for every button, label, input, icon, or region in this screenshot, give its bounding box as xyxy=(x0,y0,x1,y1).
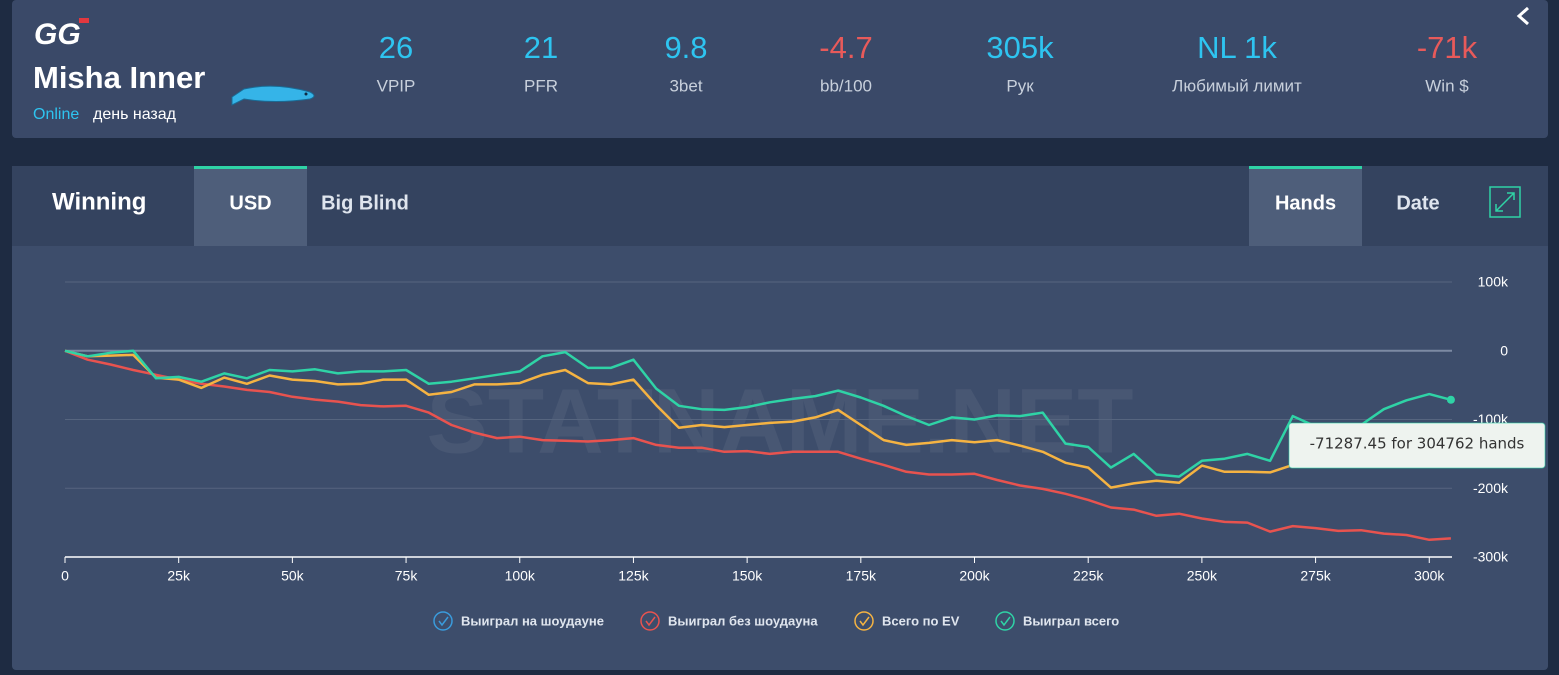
stat-value: -71k xyxy=(1417,30,1478,65)
legend-check xyxy=(438,616,449,627)
tab-indicator xyxy=(1249,166,1362,169)
tab-bg xyxy=(194,166,307,246)
stat-label: 3bet xyxy=(669,76,702,95)
x-tick-label: 150k xyxy=(732,568,763,584)
x-tick-label: 225k xyxy=(1073,568,1104,584)
series-line xyxy=(64,349,1451,489)
legend-label[interactable]: Выиграл на шоудауне xyxy=(461,613,604,628)
tab[interactable]: Hands xyxy=(1275,192,1336,214)
legend-label[interactable]: Всего по EV xyxy=(882,613,960,628)
stat-value: 26 xyxy=(379,30,413,65)
stat-value: 305k xyxy=(986,30,1054,65)
legend-check xyxy=(859,616,870,627)
x-tick-label: 125k xyxy=(618,568,649,584)
legend-icon[interactable] xyxy=(640,611,660,631)
legend-icon[interactable] xyxy=(995,611,1015,631)
fish-icon xyxy=(231,85,315,106)
tooltip: -71287.45 for 304762 hands xyxy=(1310,435,1525,453)
status: Online xyxy=(33,106,79,123)
stat-label: VPIP xyxy=(377,76,416,95)
stat-label: Рук xyxy=(1006,76,1034,95)
y-tick-label: -300k xyxy=(1473,549,1509,565)
expand-button[interactable] xyxy=(1489,186,1521,218)
x-tick-label: 300k xyxy=(1414,568,1445,584)
x-tick-label: 25k xyxy=(167,568,191,584)
chart-card xyxy=(12,166,1548,670)
player-name: Misha Inner xyxy=(33,60,205,95)
stat-label: Любимый лимит xyxy=(1172,76,1302,95)
stat-value: -4.7 xyxy=(819,30,872,65)
tab[interactable]: Big Blind xyxy=(321,192,409,214)
legend-label[interactable]: Выиграл всего xyxy=(1023,613,1119,628)
x-tick-label: 250k xyxy=(1187,568,1218,584)
stat-label: PFR xyxy=(524,76,558,95)
stat-label: Win $ xyxy=(1425,76,1469,95)
stat-value: NL 1k xyxy=(1197,30,1277,65)
tooltip-box xyxy=(1288,422,1546,469)
x-tick-label: 50k xyxy=(281,568,305,584)
legend-icon[interactable] xyxy=(854,611,874,631)
legend-label[interactable]: Выиграл без шоудауна xyxy=(668,613,818,628)
collapse-button[interactable] xyxy=(1516,6,1529,26)
legend-check xyxy=(1000,616,1011,627)
y-tick-label: 0 xyxy=(1500,342,1508,358)
stat-label: bb/100 xyxy=(820,76,872,95)
x-tick-label: 75k xyxy=(395,568,419,584)
tab-indicator xyxy=(194,166,307,169)
x-tick-label: 175k xyxy=(846,568,877,584)
logo: GG xyxy=(34,18,81,51)
profile-card xyxy=(12,0,1548,138)
hover-point xyxy=(1446,395,1455,404)
last-seen: день назад xyxy=(93,106,177,123)
chart-title: Winning xyxy=(52,188,146,215)
series-line xyxy=(64,349,1452,478)
legend-icon[interactable] xyxy=(433,611,453,631)
stat-value: 9.8 xyxy=(664,30,707,65)
x-tick-label: 275k xyxy=(1300,568,1331,584)
legend-check xyxy=(645,616,656,627)
tab-bg xyxy=(1249,166,1362,246)
x-tick-label: 0 xyxy=(61,568,69,584)
tab[interactable]: USD xyxy=(229,192,271,214)
stat-value: 21 xyxy=(524,30,558,65)
series-line xyxy=(64,349,1451,542)
y-tick-label: 100k xyxy=(1478,274,1509,290)
logo-accent xyxy=(79,18,89,23)
y-tick-label: -200k xyxy=(1473,480,1509,496)
x-tick-label: 200k xyxy=(959,568,990,584)
x-tick-label: 100k xyxy=(505,568,536,584)
tab[interactable]: Date xyxy=(1396,192,1439,214)
